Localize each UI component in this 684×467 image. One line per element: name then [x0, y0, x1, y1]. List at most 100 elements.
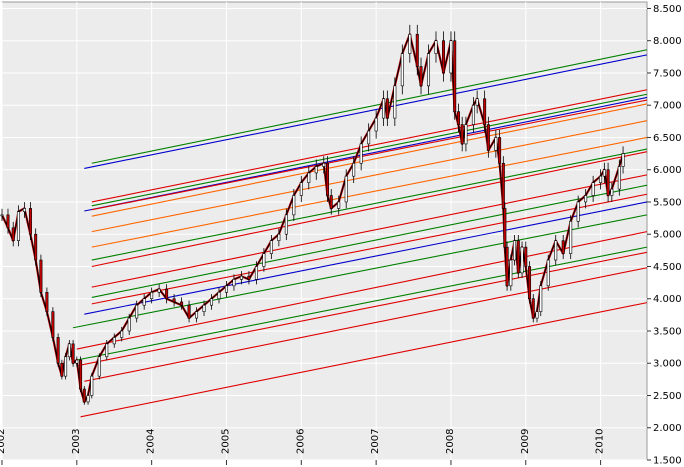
y-tick-label: 4.000 [653, 294, 682, 305]
channel-line [80, 302, 648, 418]
candle-body [90, 375, 94, 396]
y-tick-label: 3.000 [653, 359, 682, 370]
candle-body [382, 98, 386, 119]
candle-body [86, 395, 90, 403]
candle-body [415, 33, 419, 67]
candle-body [419, 66, 423, 87]
candle-body [127, 317, 131, 332]
candle-body [79, 359, 83, 390]
candle-body [34, 233, 38, 261]
y-tick-label: 2.500 [653, 391, 682, 402]
candle-body [569, 221, 573, 254]
candle-body [6, 214, 10, 229]
channel-line [91, 136, 648, 248]
candle-body [621, 153, 625, 167]
channel-line [91, 103, 648, 217]
channel-line [84, 201, 648, 315]
candle-body [157, 288, 161, 293]
candle-body [329, 195, 333, 209]
candle-body [97, 356, 101, 377]
candle-body [322, 162, 326, 167]
x-tick-label: 2006 [295, 429, 306, 454]
channel-line [91, 193, 648, 305]
y-tick-label: 8.000 [653, 36, 682, 47]
x-tick-label: 2009 [520, 429, 531, 454]
candle-body [210, 298, 214, 306]
channel-line [91, 93, 648, 207]
x-tick-label: 2010 [595, 429, 606, 454]
candle-body [22, 208, 26, 212]
candle-body [277, 233, 281, 241]
candle-body [150, 291, 154, 300]
candle-body [359, 143, 363, 164]
candle-body [67, 343, 71, 358]
channel-line [91, 151, 648, 268]
candle-body [247, 275, 251, 280]
x-tick-label: 2008 [445, 429, 456, 454]
candle-body [471, 104, 475, 125]
y-tick-label: 6.500 [653, 133, 682, 144]
candle-body [449, 40, 453, 74]
candle-body [385, 98, 389, 119]
candle-body [75, 359, 79, 364]
candle-body [520, 246, 524, 274]
candle-body [105, 343, 109, 358]
candle-body [11, 227, 15, 241]
y-tick-label: 7.000 [653, 101, 682, 112]
candle-body [539, 285, 543, 312]
y-tick-label: 2.000 [653, 423, 682, 434]
channel-line [91, 99, 648, 211]
plot-area [1, 1, 648, 461]
y-tick-label: 1.500 [653, 456, 682, 467]
channel-line [76, 246, 648, 361]
y-tick-label: 4.500 [653, 262, 682, 273]
candle-body [239, 275, 243, 280]
candle-body [486, 124, 490, 151]
candle-body [112, 337, 116, 345]
candle-body [45, 291, 49, 312]
candle-body [535, 311, 539, 319]
candle-body [187, 304, 191, 319]
candle-body [501, 162, 505, 209]
candle-body [71, 343, 75, 364]
candle-body [344, 175, 348, 203]
candle-body [591, 182, 595, 196]
candle-body [494, 137, 498, 151]
candle-body [202, 304, 206, 312]
candle-body [39, 259, 43, 293]
candle-body [292, 195, 296, 216]
y-tick-label: 7.500 [653, 68, 682, 79]
x-tick-label: 2004 [146, 429, 157, 454]
candle-body [509, 259, 513, 287]
y-tick-label: 6.000 [653, 165, 682, 176]
candle-body [165, 288, 169, 300]
candle-body [284, 214, 288, 235]
candle-body [554, 240, 558, 261]
candle-body [325, 162, 329, 196]
candle-body [460, 124, 464, 145]
candle-body [374, 117, 378, 132]
candle-body [456, 111, 460, 125]
candle-body [135, 304, 139, 319]
candle-body [262, 253, 266, 267]
candle-body [584, 195, 588, 203]
candle-body [56, 337, 60, 364]
candle-body [307, 172, 311, 183]
candle-body [617, 166, 621, 190]
channel-line [76, 251, 648, 367]
candle-body [528, 266, 532, 300]
y-tick-label: 8.500 [653, 4, 682, 15]
candle-body [498, 137, 502, 164]
candle-body [51, 311, 55, 338]
candle-body [561, 240, 565, 254]
candle-body [172, 298, 176, 303]
candle-body [232, 279, 236, 287]
candle-body [224, 285, 228, 293]
channel-line [91, 120, 648, 233]
candle-body [367, 130, 371, 145]
channel-line [91, 174, 648, 288]
candle-body [524, 246, 528, 267]
candle-body [475, 98, 479, 106]
candle-body [464, 124, 468, 145]
